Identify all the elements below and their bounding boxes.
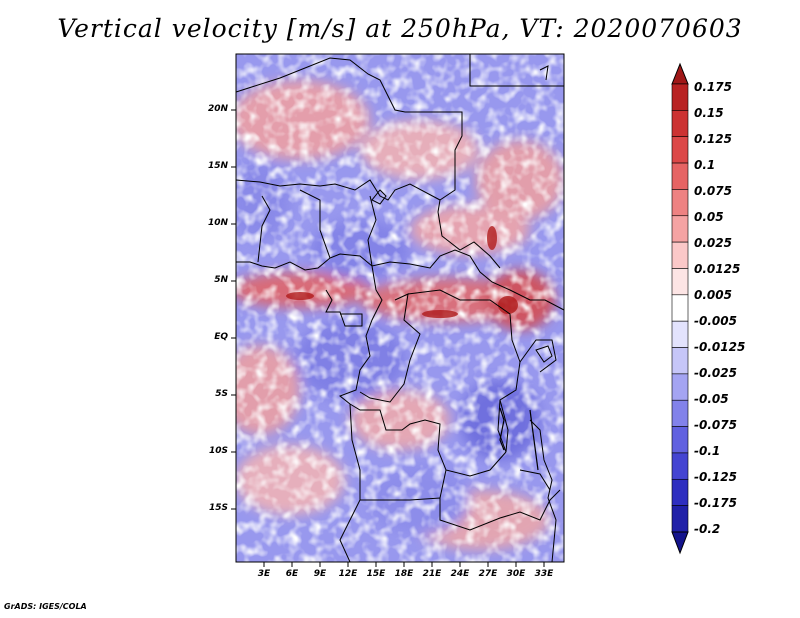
colorbar-segment [671, 399, 689, 427]
lat-label-5n: 5N [214, 275, 228, 285]
colorbar-label: -0.0125 [694, 340, 746, 354]
map-frame [235, 53, 565, 563]
lon-label-3e: 3E [257, 569, 271, 579]
colorbar-label: -0.2 [694, 522, 721, 536]
colorbar-segment [671, 268, 689, 296]
colorbar-label: 0.025 [694, 236, 732, 250]
grads-credit: GrADS: IGES/COLA [4, 602, 87, 611]
colorbar-segment [671, 189, 689, 217]
colorbar [671, 62, 689, 555]
lon-label-24e: 24E [450, 569, 470, 579]
colorbar-label: -0.05 [694, 392, 729, 406]
colorbar-label: 0.05 [694, 210, 724, 224]
lon-label-30e: 30E [506, 569, 526, 579]
colorbar-segment [671, 426, 689, 454]
lon-label-18e: 18E [394, 569, 414, 579]
colorbar-segment [671, 110, 689, 138]
colorbar-segment [671, 320, 689, 348]
colorbar-label: -0.125 [694, 470, 737, 484]
colorbar-segment [671, 83, 689, 111]
lat-label-10s: 10S [208, 446, 228, 456]
lon-label-6e: 6E [285, 569, 299, 579]
axis-ticks [231, 109, 545, 567]
colorbar-label: 0.0125 [694, 262, 741, 276]
colorbar-segment [671, 373, 689, 401]
lon-label-15e: 15E [366, 569, 386, 579]
lon-label-9e: 9E [313, 569, 327, 579]
colorbar-label: -0.1 [694, 444, 721, 458]
colorbar-segment [671, 294, 689, 322]
colorbar-label: -0.075 [694, 418, 737, 432]
colorbar-segment [671, 136, 689, 164]
lon-label-33e: 33E [534, 569, 554, 579]
vertical-velocity-field [236, 54, 564, 562]
colorbar-label: 0.075 [694, 184, 732, 198]
colorbar-label: -0.175 [694, 496, 737, 510]
colorbar-label: 0.1 [694, 158, 716, 172]
lat-label-20n: 20N [207, 104, 228, 114]
colorbar-segment [671, 478, 689, 506]
lat-label-10n: 10N [207, 218, 228, 228]
colorbar-segment [671, 452, 689, 480]
colorbar-label: 0.005 [694, 288, 732, 302]
lat-label-15n: 15N [207, 161, 228, 171]
map-title: Vertical velocity [m/s] at 250hPa, VT: 2… [57, 14, 743, 43]
lon-label-27e: 27E [478, 569, 498, 579]
colorbar-label: 0.125 [694, 132, 732, 146]
colorbar-label: -0.025 [694, 366, 737, 380]
colorbar-bottom-arrow [671, 531, 689, 555]
lat-label-15s: 15S [208, 503, 228, 513]
lat-label-5s: 5S [215, 389, 228, 399]
lon-label-21e: 21E [422, 569, 442, 579]
colorbar-segment [671, 241, 689, 269]
colorbar-label: 0.175 [694, 80, 732, 94]
colorbar-segment [671, 215, 689, 243]
colorbar-segment [671, 347, 689, 375]
lat-label-eq: EQ [214, 332, 228, 342]
lon-label-12e: 12E [338, 569, 358, 579]
colorbar-segment [671, 505, 689, 533]
colorbar-top-arrow [671, 62, 689, 85]
colorbar-label: 0.15 [694, 106, 724, 120]
colorbar-label: -0.005 [694, 314, 737, 328]
colorbar-segment [671, 162, 689, 190]
